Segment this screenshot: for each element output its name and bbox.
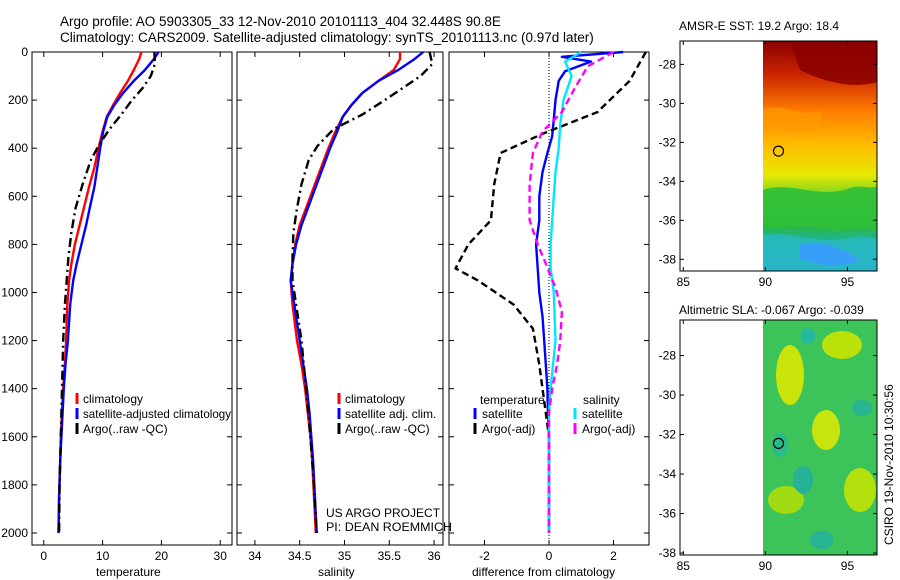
series-line-satellite-adjusted-climatology [57,51,160,534]
map-y-tick-label: -30 [659,388,677,402]
temperature-legend: climatology satellite-adjusted climatolo… [75,392,231,436]
y-tick-label: 1000 [1,285,28,299]
figure-title-line1: Argo profile: AO 5903305_33 12-Nov-2010 … [60,14,501,29]
series-line-argo-adj-salinity [528,50,615,533]
map-x-tick-label: 95 [841,275,855,289]
credit-line2: PI: DEAN ROEMMICH [326,520,452,534]
legend-label-satellite: satellite adj. clim. [345,407,436,421]
y-tick-label: 1200 [1,334,28,348]
series-line-satellite-adj-clim [289,51,425,534]
x-tick-label: 20 [155,549,169,563]
legend-label-temp-satellite: satellite [482,407,523,421]
difference-xlabel: difference from climatology [472,565,615,579]
x-tick-label: 35.5 [378,549,402,563]
sla-map-title: Altimetric SLA: -0.067 Argo: -0.039 [679,303,864,317]
y-tick-label: 800 [8,237,28,251]
profile-lines [57,50,647,534]
series-line-argo-adj-temperature [454,51,647,533]
credit-line1: US ARGO PROJECT [326,506,441,520]
temperature-xlabel: temperature [96,565,161,579]
map-y-tick-label: -34 [659,467,677,481]
x-tick-label: 36 [427,549,441,563]
map-y-tick-label: -28 [659,349,677,363]
map-y-tick-label: -38 [659,252,677,266]
sst-map-ticks: 85 90 95 -28 -30 -32 -34 -36 -38 [659,41,877,289]
y-tick-label: 200 [8,93,28,107]
map-y-tick-label: -36 [659,507,677,521]
map-y-tick-label: -38 [659,546,677,560]
series-line-argo-raw-qc [57,51,157,534]
x-tick-label: 0 [40,549,47,563]
legend-label-temp-argo: Argo(-adj) [482,422,535,436]
sst-map-axes [679,40,878,272]
legend-label-argo: Argo(..raw -QC) [83,422,168,436]
figure-title-line2: Climatology: CARS2009. Satellite-adjuste… [60,30,594,45]
sla-field [680,320,877,555]
map-x-tick-label: 95 [841,559,855,573]
legend-label-climatology: climatology [83,392,143,406]
map-y-tick-label: -30 [659,96,677,110]
salinity-xlabel: salinity [318,565,355,579]
sst-map-title: AMSR-E SST: 19.2 Argo: 18.4 [679,19,839,33]
axis-ticks: 0 10 20 30020040060080010001200140016001800… [1,45,649,563]
sla-float-marker [772,437,785,449]
map-y-tick-label: -32 [659,428,677,442]
y-tick-label: 1600 [1,430,28,444]
legend-label-climatology: climatology [345,392,405,406]
y-tick-label: 1400 [1,382,28,396]
map-x-tick-label: 85 [677,275,691,289]
x-tick-label: 0 [546,549,553,563]
x-tick-label: 10 [96,549,110,563]
legend-header-salinity: salinity [583,393,620,407]
map-y-tick-label: -36 [659,213,677,227]
map-y-tick-label: -34 [659,174,677,188]
temperature-axes [31,51,233,546]
sst-float-marker [772,145,785,157]
sla-map-axes [679,319,878,556]
salinity-legend: climatology satellite adj. clim. Argo(..… [337,392,436,436]
x-tick-label: -2 [479,549,490,563]
x-tick-label: 34 [248,549,262,563]
y-tick-label: 400 [8,141,28,155]
legend-label-sal-argo: Argo(-adj) [582,422,635,436]
y-tick-label: 2000 [1,526,28,540]
legend-header-temperature: temperature [480,393,545,407]
y-tick-label: 0 [21,45,28,59]
x-tick-label: 35 [338,549,352,563]
timestamp-stamp: CSIRO 19-Nov-2010 10:30:56 [882,384,896,545]
series-line-argo-raw-qc [291,51,434,534]
y-tick-label: 600 [8,189,28,203]
sla-map-ticks: 85 90 95 -28 -30 -32 -34 -36 -38 [659,320,877,573]
x-tick-label: 34.5 [288,549,312,563]
y-tick-label: 1800 [1,478,28,492]
map-y-tick-label: -32 [659,135,677,149]
legend-label-argo: Argo(..raw -QC) [345,422,430,436]
map-x-tick-label: 90 [759,559,773,573]
map-y-tick-label: -28 [659,57,677,71]
x-tick-label: 2 [610,549,617,563]
difference-legend: temperature salinity satellite satellite… [473,393,635,436]
map-x-tick-label: 90 [759,275,773,289]
legend-label-satellite: satellite-adjusted climatology [83,407,231,421]
salinity-axes [236,51,444,546]
x-tick-label: 30 [214,549,228,563]
legend-label-sal-satellite: satellite [582,407,623,421]
map-x-tick-label: 85 [677,559,691,573]
